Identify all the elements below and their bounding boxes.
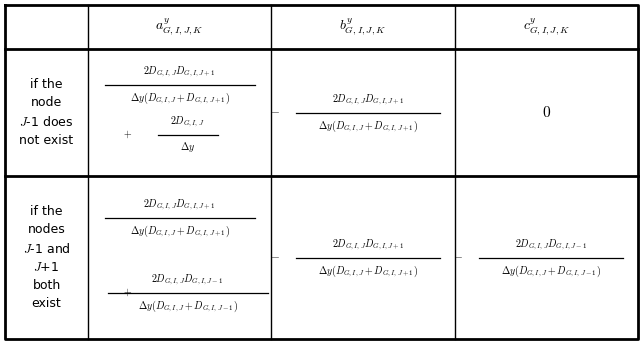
Text: $\Delta y(D_{G,I,J}+D_{G,I,J+1})$: $\Delta y(D_{G,I,J}+D_{G,I,J+1})$ (318, 263, 418, 279)
Text: $+$: $+$ (123, 129, 132, 140)
Text: $2D_{G,I,J}D_{G,I,J+1}$: $2D_{G,I,J}D_{G,I,J+1}$ (143, 64, 216, 79)
Text: if the
node
$J$-1 does
not exist: if the node $J$-1 does not exist (19, 78, 74, 147)
Text: $\Delta y(D_{G,I,J}+D_{G,I,J-1})$: $\Delta y(D_{G,I,J}+D_{G,I,J-1})$ (138, 298, 238, 314)
Text: $2D_{G,I,J}D_{G,I,J+1}$: $2D_{G,I,J}D_{G,I,J+1}$ (143, 197, 216, 212)
Text: $\Delta y(D_{G,I,J}+D_{G,I,J-1})$: $\Delta y(D_{G,I,J}+D_{G,I,J-1})$ (502, 263, 601, 279)
Text: $\Delta y(D_{G,I,J}+D_{G,I,J+1})$: $\Delta y(D_{G,I,J}+D_{G,I,J+1})$ (130, 223, 230, 239)
Text: $2D_{G,I,J}$: $2D_{G,I,J}$ (170, 115, 205, 129)
Text: $\Delta y(D_{G,I,J}+D_{G,I,J+1})$: $\Delta y(D_{G,I,J}+D_{G,I,J+1})$ (130, 90, 230, 106)
Text: $2D_{G,I,J}D_{G,I,J+1}$: $2D_{G,I,J}D_{G,I,J+1}$ (332, 93, 404, 107)
Text: $\Delta y(D_{G,I,J}+D_{G,I,J+1})$: $\Delta y(D_{G,I,J}+D_{G,I,J+1})$ (318, 118, 418, 133)
Text: $0$: $0$ (542, 105, 551, 120)
Text: $2D_{G,I,J}D_{G,I,J-1}$: $2D_{G,I,J}D_{G,I,J-1}$ (151, 272, 224, 287)
Text: $-$: $-$ (270, 250, 280, 260)
Text: $-$: $-$ (453, 250, 463, 260)
Text: $2D_{G,I,J}D_{G,I,J+1}$: $2D_{G,I,J}D_{G,I,J+1}$ (332, 237, 404, 252)
Text: $\Delta y$: $\Delta y$ (180, 140, 195, 154)
Text: $a^{y}_{G,I,J,K}$: $a^{y}_{G,I,J,K}$ (156, 17, 204, 37)
Text: $-$: $-$ (270, 106, 280, 116)
Text: $c^{y}_{G,I,J,K}$: $c^{y}_{G,I,J,K}$ (523, 17, 570, 37)
Text: if the
nodes
$J$-1 and
$J$+1
both
exist: if the nodes $J$-1 and $J$+1 both exist (23, 205, 71, 310)
Text: $2D_{G,I,J}D_{G,I,J-1}$: $2D_{G,I,J}D_{G,I,J-1}$ (515, 237, 588, 252)
Text: $+$: $+$ (123, 287, 132, 298)
Text: $b^{y}_{G,I,J,K}$: $b^{y}_{G,I,J,K}$ (340, 17, 386, 37)
